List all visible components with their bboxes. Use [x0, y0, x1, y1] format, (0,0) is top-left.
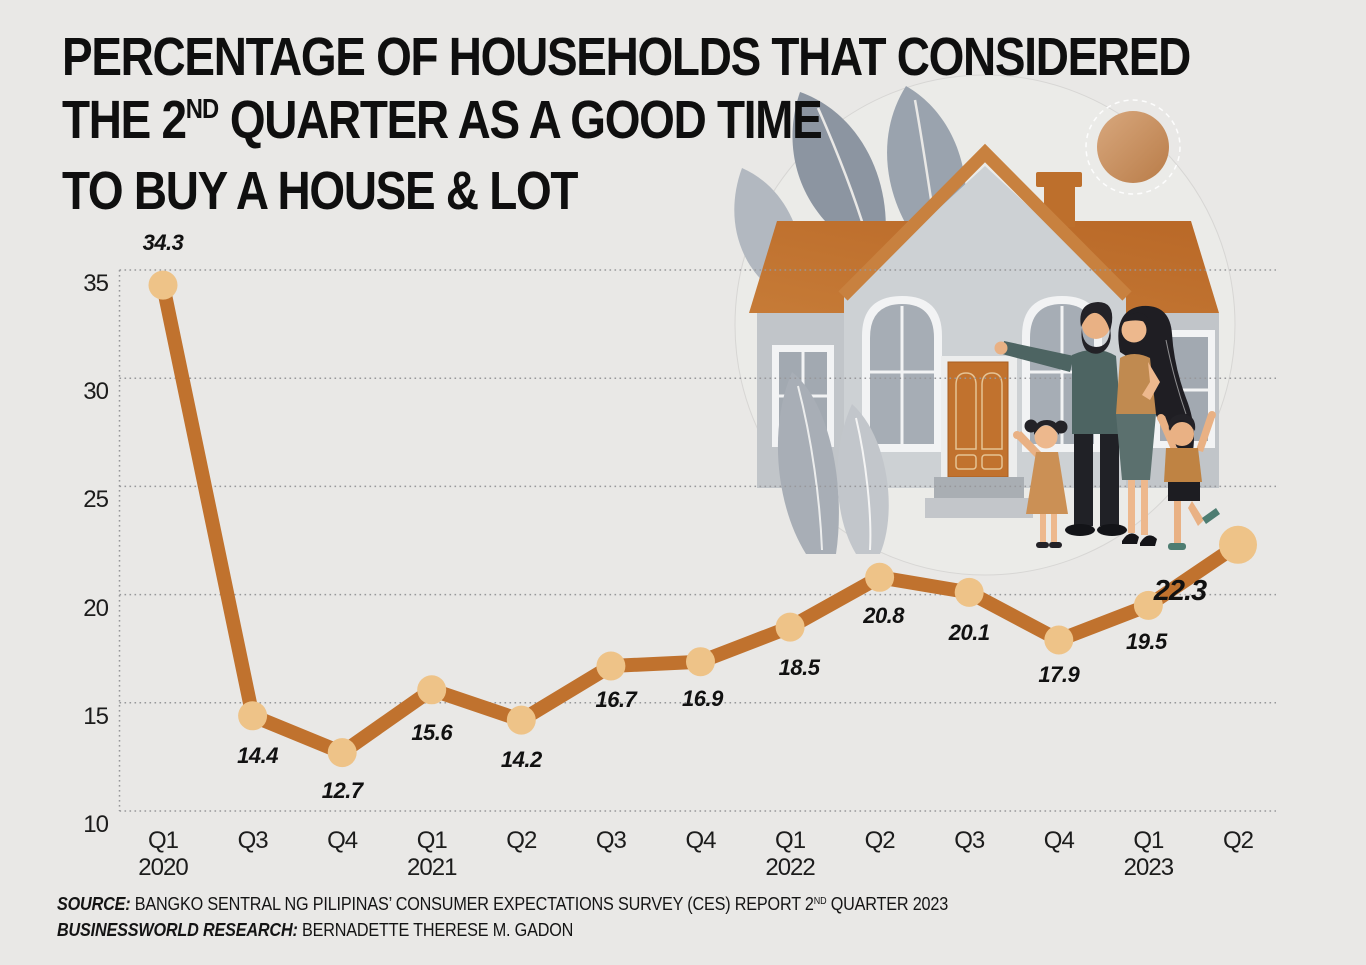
porch-step	[925, 498, 1033, 518]
porch-step	[934, 477, 1024, 498]
x-axis-quarter: Q1	[416, 827, 448, 854]
data-point-label: 15.6	[411, 719, 453, 745]
x-axis-quarter: Q2	[1222, 827, 1254, 854]
data-point	[686, 647, 715, 677]
man-figure	[994, 302, 1127, 536]
data-point-label: 14.2	[500, 747, 542, 773]
x-axis-label: Q4	[294, 827, 390, 854]
data-point-label: 34.3	[142, 230, 184, 256]
source-superscript: ND	[813, 896, 827, 907]
boy-figure	[1157, 411, 1220, 550]
data-point-label: 16.9	[682, 685, 723, 711]
girl-figure	[1013, 419, 1068, 548]
data-point-label: 19.5	[1125, 629, 1167, 655]
y-axis-label: 25	[83, 486, 109, 514]
y-axis-label: 20	[83, 594, 109, 622]
arched-window-icon	[862, 296, 942, 452]
data-point-label: 18.5	[778, 655, 820, 681]
data-point	[1133, 590, 1163, 620]
y-axis-label: 30	[83, 378, 109, 406]
title-line1: PERCENTAGE OF HOUSEHOLDS THAT CONSIDERED	[62, 27, 1191, 87]
x-axis-quarter: Q1	[147, 827, 179, 854]
title-line2: THE 2ND QUARTER AS A GOOD TIME	[62, 90, 823, 150]
data-point-label: 20.8	[863, 603, 905, 629]
x-axis-year: 2023	[1123, 854, 1174, 881]
x-axis-label: Q3	[205, 827, 301, 854]
title-superscript: ND	[185, 93, 220, 124]
x-axis-year: 2021	[407, 854, 457, 881]
x-axis-label: Q2	[1190, 827, 1286, 854]
gable-roof	[838, 143, 1132, 301]
x-axis-label: Q3	[563, 827, 659, 854]
data-point-label: 14.4	[237, 742, 278, 768]
x-axis-label: Q1 2022	[742, 827, 838, 881]
y-axis-label: 15	[83, 702, 109, 730]
x-axis-label: Q3	[921, 827, 1017, 854]
data-point	[1219, 525, 1257, 564]
data-point	[775, 612, 805, 642]
data-point	[327, 738, 357, 768]
x-axis-quarter: Q2	[506, 827, 537, 854]
x-axis-label: Q1 2020	[115, 827, 211, 881]
data-point	[148, 270, 178, 300]
data-point	[954, 577, 984, 607]
y-axis-label: 35	[83, 270, 109, 297]
x-axis-quarter: Q3	[954, 827, 985, 854]
door-icon	[941, 356, 1017, 478]
data-point	[238, 701, 268, 731]
data-point	[865, 562, 895, 592]
source-label: SOURCE:	[57, 894, 131, 914]
x-axis-quarter: Q3	[237, 827, 269, 854]
x-axis-label: Q2	[832, 827, 928, 854]
x-axis-label: Q4	[652, 827, 748, 854]
x-axis-year: 2020	[138, 854, 188, 881]
x-axis-quarter: Q1	[775, 827, 806, 854]
y-axis-label: 10	[83, 811, 109, 838]
bushes-icon	[777, 372, 889, 554]
data-point-label: 17.9	[1038, 662, 1080, 688]
data-point	[506, 705, 536, 735]
sun-icon	[1085, 99, 1181, 195]
research-line: BUSINESSWORLD RESEARCH: BERNADETTE THERE…	[57, 920, 574, 940]
data-point-label: 22.3	[1153, 574, 1207, 607]
data-point-label: 12.7	[321, 777, 363, 803]
x-axis-quarter: Q4	[1043, 827, 1075, 854]
x-axis-quarter: Q2	[864, 827, 896, 854]
data-point	[417, 675, 447, 705]
research-label: BUSINESSWORLD RESEARCH:	[57, 920, 298, 940]
source-line: SOURCE: BANGKO SENTRAL NG PILIPINAS’ CON…	[57, 894, 949, 914]
data-point-label: 16.7	[595, 687, 637, 712]
x-axis-quarter: Q1	[1133, 827, 1164, 854]
x-axis-label: Q1 2023	[1100, 827, 1196, 881]
x-axis-quarter: Q4	[327, 827, 358, 854]
x-axis-label: Q2	[473, 827, 569, 854]
source-note: SOURCE: BANGKO SENTRAL NG PILIPINAS’ CON…	[57, 893, 948, 942]
x-axis-label: Q4	[1011, 827, 1107, 854]
data-point	[596, 651, 626, 681]
data-point-label: 20.1	[948, 620, 990, 646]
data-point	[1044, 625, 1074, 655]
page-title: PERCENTAGE OF HOUSEHOLDS THAT CONSIDERED…	[62, 26, 1191, 223]
x-axis-quarter: Q3	[595, 827, 627, 854]
x-axis-year: 2022	[765, 854, 815, 881]
x-axis-quarter: Q4	[685, 827, 716, 854]
x-axis-label: Q1 2021	[384, 827, 480, 881]
title-line3: TO BUY A HOUSE & LOT	[62, 161, 578, 221]
